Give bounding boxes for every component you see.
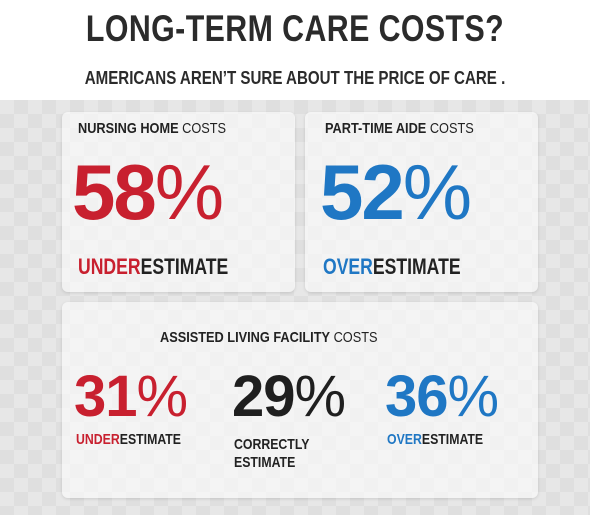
- assisted-correct-label: CORRECTLY ESTIMATE: [234, 436, 309, 472]
- assisted-living-heading-light: COSTS: [330, 329, 378, 346]
- assisted-under-label-colored: UNDER: [76, 431, 120, 448]
- part-time-aide-percent-value: 52: [320, 148, 405, 236]
- part-time-aide-heading-bold: PART-TIME AIDE: [325, 120, 427, 137]
- nursing-home-label-rest: ESTIMATE: [140, 254, 229, 279]
- nursing-home-heading: NURSING HOME COSTS: [78, 120, 226, 137]
- assisted-under-label: UNDERESTIMATE: [76, 431, 181, 448]
- part-time-aide-percent-sign: %: [402, 148, 472, 236]
- assisted-correct-percent-value: 29: [232, 364, 296, 429]
- assisted-correct-percent-sign: %: [294, 364, 347, 429]
- nursing-home-percent-sign: %: [154, 148, 224, 236]
- part-time-aide-label: OVERESTIMATE: [323, 254, 461, 280]
- part-time-aide-label-rest: ESTIMATE: [372, 254, 461, 279]
- part-time-aide-heading-light: COSTS: [426, 120, 474, 137]
- assisted-living-panel: [62, 302, 538, 498]
- nursing-home-label-colored: UNDER: [78, 254, 141, 279]
- assisted-over-percent: 36%: [385, 362, 500, 432]
- nursing-home-heading-bold: NURSING HOME: [78, 120, 179, 137]
- page-subtitle: AMERICANS AREN’T SURE ABOUT THE PRICE OF…: [84, 68, 506, 88]
- part-time-aide-heading: PART-TIME AIDE COSTS: [325, 120, 474, 137]
- assisted-correct-label-line2: ESTIMATE: [234, 454, 296, 471]
- assisted-under-label-rest: ESTIMATE: [119, 431, 182, 448]
- page-title: LONG-TERM CARE COSTS?: [85, 8, 505, 49]
- nursing-home-percent-value: 58: [72, 148, 157, 236]
- assisted-over-percent-value: 36: [385, 364, 449, 429]
- part-time-aide-panel: [305, 112, 538, 292]
- assisted-living-heading-bold: ASSISTED LIVING FACILITY: [160, 329, 331, 346]
- assisted-under-percent: 31%: [74, 362, 189, 432]
- nursing-home-heading-light: COSTS: [178, 120, 227, 137]
- assisted-under-percent-value: 31: [74, 364, 138, 429]
- nursing-home-percent: 58%: [72, 147, 224, 237]
- assisted-over-percent-sign: %: [447, 364, 500, 429]
- assisted-over-label: OVERESTIMATE: [387, 431, 483, 448]
- part-time-aide-percent: 52%: [320, 147, 472, 237]
- part-time-aide-label-colored: OVER: [323, 254, 373, 279]
- nursing-home-label: UNDERESTIMATE: [78, 254, 228, 280]
- assisted-over-label-rest: ESTIMATE: [421, 431, 484, 448]
- nursing-home-panel: [62, 112, 295, 292]
- assisted-correct-label-line1: CORRECTLY: [234, 436, 310, 453]
- assisted-under-percent-sign: %: [136, 364, 189, 429]
- assisted-over-label-colored: OVER: [387, 431, 422, 448]
- assisted-living-heading: ASSISTED LIVING FACILITY COSTS: [160, 329, 377, 346]
- assisted-correct-percent: 29%: [232, 362, 347, 432]
